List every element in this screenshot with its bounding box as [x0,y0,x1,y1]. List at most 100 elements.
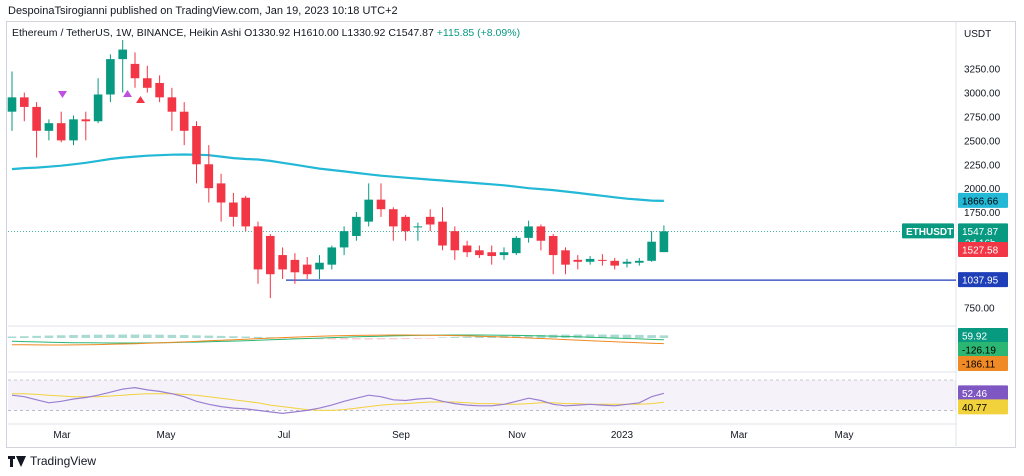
candle-body [266,235,275,275]
macd-histogram-bar [475,336,484,338]
candle-body [462,245,472,253]
macd-histogram-bar [167,334,177,338]
macd-histogram-bar [438,337,447,338]
ha-open-label: 1527.58 [962,245,999,256]
sell-signal-icon [58,91,67,98]
candle-body [425,216,435,225]
candle-body [93,94,103,122]
macd-histogram-bar [229,336,238,338]
macd-histogram-bar [659,335,669,338]
footer-brand[interactable]: TradingView [8,454,96,468]
y-tick-label: 3000.00 [964,89,1001,100]
macd-histogram-bar [130,334,140,338]
macd-histogram-bar [536,334,546,338]
candle-body [524,226,533,238]
macd-histogram-bar [425,338,435,339]
macd-histogram-bar [106,334,115,338]
macd-histogram-bar [401,338,410,340]
y-tick-label: 1750.00 [964,208,1001,219]
macd-histogram-bar [216,335,226,338]
candle-body [376,199,386,210]
ma-price-label: 1866.66 [962,196,999,207]
macd-histogram-bar [389,338,398,340]
legend-close: C1547.87 [388,27,434,39]
buy-signal-icon [123,90,132,97]
macd-histogram-bar [253,336,263,338]
candle-body [598,259,607,261]
candle-body [20,97,29,107]
x-tick-label: Sep [392,430,410,441]
x-tick-label: Jul [278,430,291,441]
chart-frame[interactable] [6,21,1016,448]
legend-high: H1610.00 [293,27,339,39]
candle-body [155,83,164,98]
macd-histogram-bar [376,338,386,340]
support-level-label-bg [958,272,1008,288]
macd-histogram-bar [450,337,460,338]
macd-histogram-bar [179,335,189,338]
macd-histogram-bar [315,338,324,340]
macd-histogram-bar [647,335,656,338]
macd-histogram-bar [143,334,152,338]
macd-histogram-bar [364,338,373,340]
macd-histogram-bar [204,335,214,338]
macd-line-label-bg [958,356,1008,371]
tradingview-logo-icon [8,455,26,467]
x-tick-label: May [835,430,854,441]
macd-histogram-bar [635,334,644,338]
candle-body [167,97,177,112]
footer-brand-label: TradingView [30,454,97,468]
moving-average-line [11,153,664,202]
candle-body [413,226,423,228]
candle-body [339,231,349,248]
candle-body [364,199,373,222]
buy-signal-icon [136,96,145,103]
candle-body [32,106,41,131]
rsi-ma-value-label-bg [958,399,1008,415]
macd-histogram-bar [512,335,521,338]
candle-body [302,264,312,275]
candle-body [585,258,595,262]
candle-body [499,252,509,256]
candle-body [241,197,250,227]
candle-body [536,226,546,241]
candle-body [401,216,410,232]
macd-histogram-bar [413,338,423,339]
macd-signal-label-bg [958,342,1008,357]
candle-body [7,97,17,112]
macd-histogram-bar [241,336,250,338]
y-tick-label: 2250.00 [964,160,1001,171]
macd-histogram-bar [7,336,17,338]
support-level-label: 1037.95 [962,276,999,287]
macd-signal-line [11,334,664,344]
candle-body [229,202,238,217]
legend-symbol: Ethereum / TetherUS, 1W, BINANCE, Heikin… [12,27,242,39]
rsi-value-label-bg [958,385,1008,401]
macd-hist-label-bg [958,328,1008,343]
macd-hist-label: 59.92 [962,332,987,343]
candle-body [487,252,496,257]
macd-signal-label: -126.19 [962,346,996,357]
macd-histogram-bar [81,334,91,338]
macd-histogram-bar [69,335,78,338]
candle-body [438,221,447,246]
y-tick-label: 750.00 [964,304,995,315]
macd-histogram-bar [610,334,619,338]
macd-histogram-bar [20,336,29,338]
last-price-label-bg [958,223,1008,239]
candle-body [475,250,484,256]
candle-body [573,259,583,262]
macd-histogram-bar [278,338,287,339]
macd-histogram-bar [339,338,349,340]
ma-price-label-bg [958,192,1008,208]
candle-body [69,119,78,141]
candle-body [278,255,287,270]
macd-line-label: -186.11 [962,360,996,371]
macd-histogram-bar [118,334,127,338]
symbol-tag-bg [902,223,954,239]
chart-legend: Ethereum / TetherUS, 1W, BINANCE, Heikin… [12,27,520,39]
candle-body [352,216,361,236]
candle-body [44,123,54,131]
candle-body [315,262,324,270]
